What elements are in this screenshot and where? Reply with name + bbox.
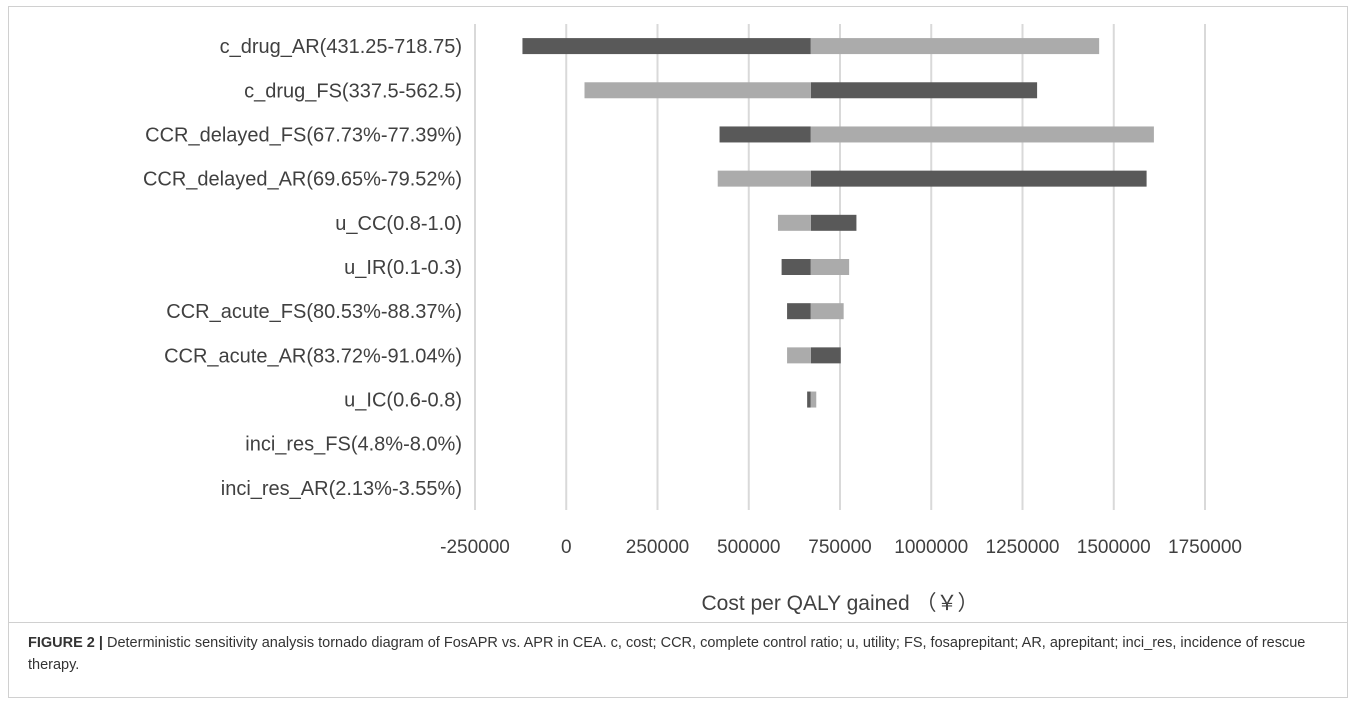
caption-divider [8,622,1348,623]
category-label: inci_res_AR(2.13%-3.55%) [221,478,462,500]
bar-dark-7 [810,347,841,364]
x-tick-labels: -250000 0 250000 500000 750000 1000000 1250000… [440,537,1242,558]
bar-dark-5 [781,259,811,275]
tornado-chart: c_drug_AR(431.25-718.75) c_drug_FS(337.5-… [143,24,1242,615]
bar-dark-0 [522,38,811,55]
x-tick-label: 1250000 [986,537,1060,558]
category-label: inci_res_FS(4.8%-8.0%) [245,434,462,456]
bar-dark-3 [810,170,1147,187]
bar-dark-4 [810,214,857,231]
bar-dark-2 [719,126,811,143]
figure-caption: FIGURE 2 | Deterministic sensitivity ana… [28,632,1323,676]
x-tick-label: -250000 [440,537,510,558]
x-tick-label: 750000 [808,537,871,558]
bar-light-8 [810,391,817,408]
x-tick-label: 0 [561,537,572,558]
x-axis-title: Cost per QALY gained （￥） [701,592,978,615]
category-label: CCR_acute_AR(83.72%-91.04%) [164,345,462,367]
bar-light-2 [810,126,1154,143]
bar-light-5 [810,259,850,275]
category-label: u_CC(0.8-1.0) [335,213,462,235]
bar-light-6 [810,303,844,320]
category-labels: c_drug_AR(431.25-718.75) c_drug_FS(337.5-… [143,36,462,500]
category-label: CCR_delayed_AR(69.65%-79.52%) [143,169,462,191]
figure-caption-text: Deterministic sensitivity analysis torna… [28,635,1306,673]
bar-dark-8 [807,391,811,408]
gridlines [474,24,1206,510]
bar-dark-6 [787,303,811,320]
category-label: u_IR(0.1-0.3) [344,257,462,279]
bars [522,38,1154,408]
category-label: c_drug_FS(337.5-562.5) [244,80,462,102]
bar-dark-1 [810,82,1038,99]
category-label: CCR_acute_FS(80.53%-88.37%) [166,301,462,323]
category-label: c_drug_AR(431.25-718.75) [220,36,462,58]
figure-frame [8,6,1348,698]
x-tick-label: 500000 [717,537,780,558]
x-tick-label: 1500000 [1077,537,1151,558]
bar-light-4 [777,214,811,231]
x-tick-label: 250000 [626,537,689,558]
bar-light-3 [717,170,811,187]
category-label: CCR_delayed_FS(67.73%-77.39%) [145,124,462,146]
x-tick-label: 1750000 [1168,537,1242,558]
bar-light-7 [787,347,811,364]
bar-light-0 [810,38,1100,55]
x-tick-label: 1000000 [894,537,968,558]
figure-caption-label: FIGURE 2 | [28,635,103,651]
category-label: u_IC(0.6-0.8) [344,390,462,412]
bar-light-1 [584,82,811,99]
